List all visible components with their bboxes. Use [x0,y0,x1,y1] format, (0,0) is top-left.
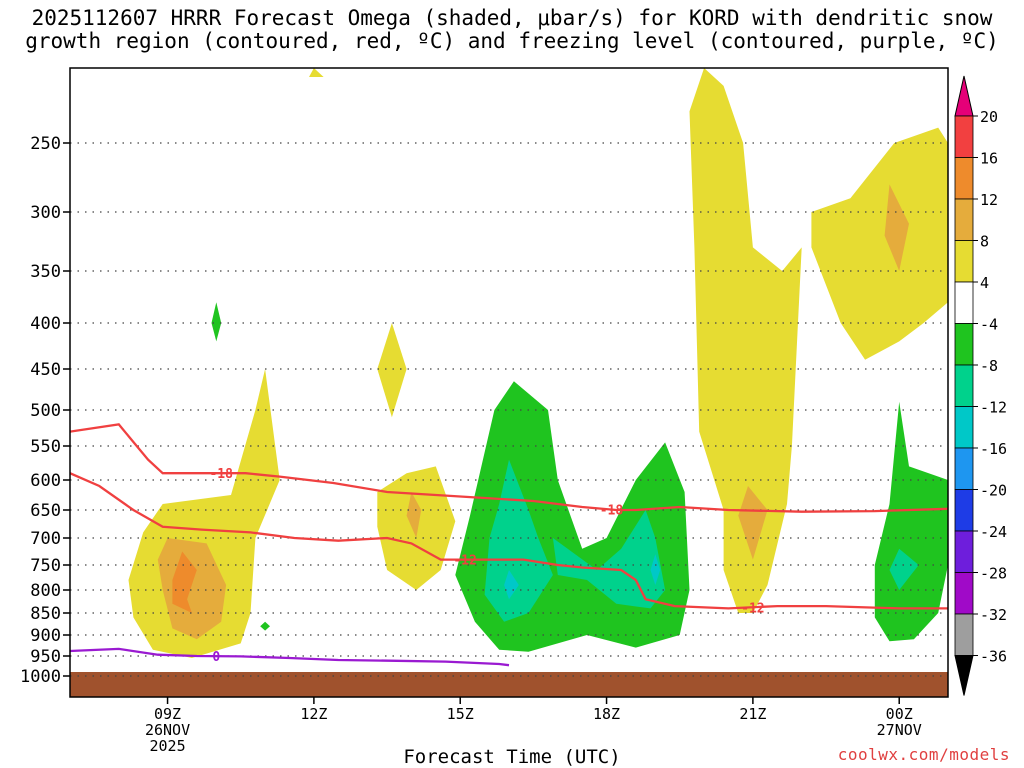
x-axis-label: Forecast Time (UTC) [403,746,621,768]
chart-title-line1: 2025112607 HRRR Forecast Omega (shaded, … [31,6,993,30]
omega-shade--4-1 [455,381,690,652]
colorbar-box-9 [954,447,974,490]
x-tick-year-09Z: 2025 [149,737,185,755]
chart-title-line2: growth region (contoured, red, ºC) and f… [25,29,999,53]
colorbar-box-10 [954,489,974,532]
colorbar-label-3: 8 [980,233,989,251]
contour--12 [70,472,948,610]
y-tick-label-450: 450 [30,360,61,380]
colorbar-box-1 [954,115,974,158]
contour--18 [70,423,948,513]
colorbar-label-2: 12 [980,191,998,209]
x-tick-label-12Z: 12Z [300,705,327,723]
y-tick-label-950: 950 [30,647,61,667]
omega-shade-8-2 [738,486,768,560]
x-tick-date-00Z: 27NOV [877,721,922,739]
colorbar-label-13: -36 [980,648,1007,666]
omega-shade-4-4 [689,68,802,613]
omega-shade-4-3 [309,68,324,77]
y-tick-label-550: 550 [30,437,61,457]
omega-shade--4-3 [260,621,270,631]
colorbar-label-4: 4 [980,274,989,292]
x-tick-label-18Z: 18Z [593,705,620,723]
colorbar-label-5: -4 [980,316,998,334]
y-tick-label-500: 500 [30,401,61,421]
y-tick-label-400: 400 [30,314,61,334]
omega-shade-4-5 [811,127,948,360]
y-tick-label-850: 850 [30,604,61,624]
x-tick-label-09Z: 09Z [154,705,181,723]
colorbar-label-10: -24 [980,523,1007,541]
colorbar-label-9: -20 [980,482,1007,500]
terrain-band [70,672,948,697]
colorbar-label-12: -32 [980,606,1007,624]
y-tick-label-1000: 1000 [20,667,61,687]
y-tick-label-750: 750 [30,556,61,576]
colorbar-box-3 [954,198,974,241]
colorbar-box-12 [954,572,974,615]
colorbar-label-7: -12 [980,399,1007,417]
y-tick-label-600: 600 [30,471,61,491]
colorbar-label-8: -16 [980,440,1007,458]
colorbar-box-8 [954,406,974,449]
omega-shade-8-1 [406,492,422,538]
y-tick-label-300: 300 [30,203,61,223]
colorbar-box-5 [954,281,974,324]
x-tick-date-09Z: 26NOV [145,721,190,739]
omega-shade-8-0 [157,538,227,640]
y-tick-label-900: 900 [30,626,61,646]
colorbar-bottom-arrow [954,655,974,696]
colorbar-box-6 [954,323,974,366]
y-tick-label-350: 350 [30,262,61,282]
x-tick-label-21Z: 21Z [739,705,766,723]
colorbar-label-11: -28 [980,565,1007,583]
colorbar-label-0: 20 [980,108,998,126]
x-tick-label-00Z: 00Z [886,705,913,723]
omega-shade--4-0 [211,302,222,342]
credit-text: coolwx.com/models [837,745,1010,764]
colorbar-box-11 [954,530,974,573]
omega-shade--8-2 [889,548,919,590]
colorbar-label-1: 16 [980,150,998,168]
colorbar-box-4 [954,240,974,283]
x-tick-label-15Z: 15Z [447,705,474,723]
contour-label--12-1: -12 [741,601,764,616]
omega-shade--4-2 [874,401,948,642]
colorbar-box-7 [954,364,974,407]
y-tick-label-700: 700 [30,529,61,549]
omega-shade-12-0 [172,551,197,613]
colorbar-box-13 [954,613,974,656]
contour-label-0-0: 0 [212,650,220,665]
contour-label--18-1: -18 [600,504,624,519]
omega-shade-8-3 [884,184,909,271]
omega-shade-4-1 [377,323,407,418]
contour-0 [70,647,510,667]
y-tick-label-800: 800 [30,581,61,601]
y-tick-label-250: 250 [30,134,61,154]
contour-label--18-0: -18 [209,467,233,482]
colorbar-box-2 [954,157,974,200]
contour-label--12-0: -12 [453,554,476,569]
colorbar-top-arrow [954,75,974,117]
plot-frame [69,67,949,698]
y-tick-label-650: 650 [30,501,61,521]
omega-shade--12-0 [504,570,519,600]
colorbar-label-6: -8 [980,357,998,375]
omega-shade--12-1 [650,554,661,585]
